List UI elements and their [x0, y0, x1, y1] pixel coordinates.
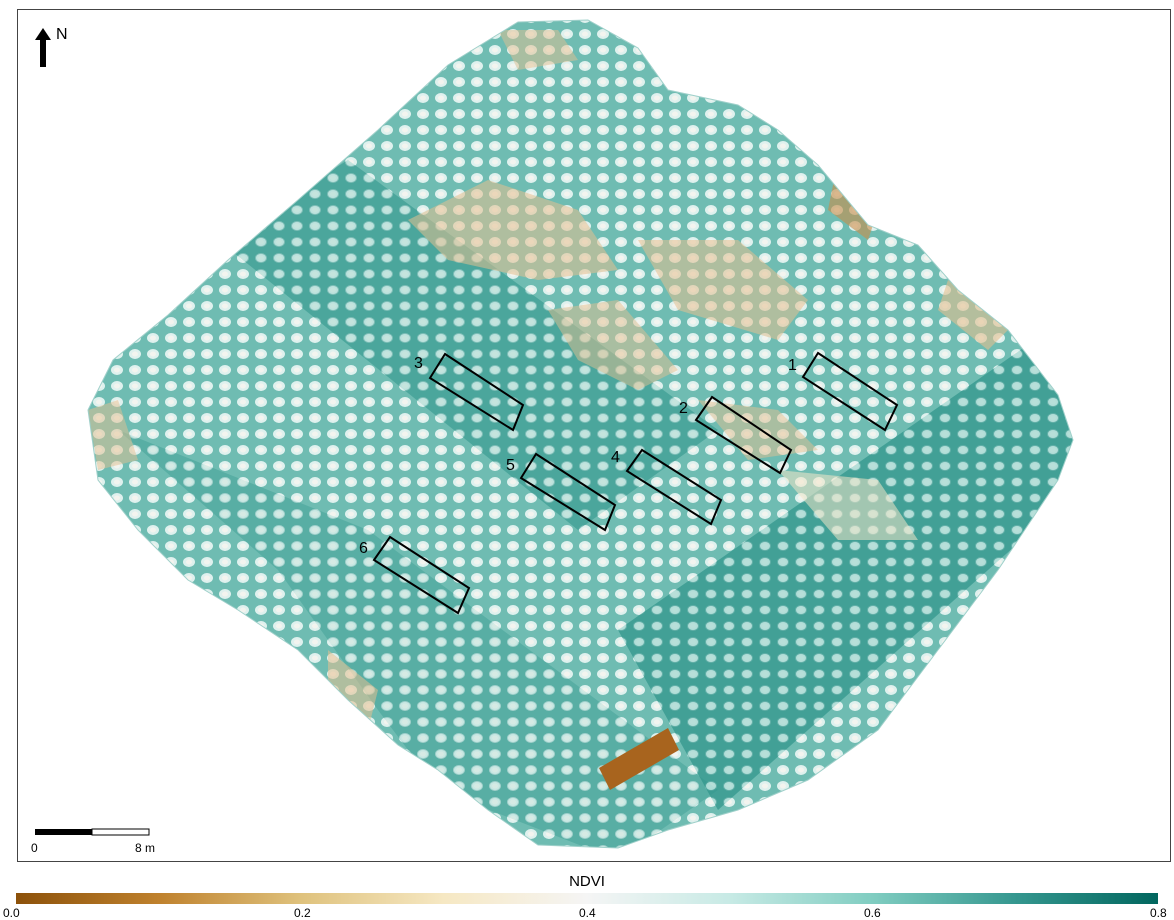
plot-4-box	[625, 448, 723, 526]
tan-patch	[88, 400, 138, 470]
legend-tick: 0.6	[864, 906, 881, 920]
plot-label-3: 3	[414, 355, 423, 372]
ndvi-map	[35, 19, 1074, 849]
tan-patch	[408, 180, 618, 280]
north-arrow-icon	[35, 28, 51, 67]
plot-label-5: 5	[506, 457, 515, 474]
legend-title: NDVI	[569, 873, 605, 890]
plot-6-box	[372, 535, 471, 615]
legend-tick: 0.4	[579, 906, 596, 920]
dark-band	[618, 310, 1073, 810]
tan-patch	[328, 650, 378, 730]
dark-band	[118, 430, 718, 848]
legend-tick: 0.0	[3, 906, 20, 920]
scale-end-label: 8 m	[135, 841, 156, 855]
plot-label-2: 2	[679, 400, 688, 417]
scale-start-label: 0	[31, 841, 38, 855]
tan-patch	[778, 470, 918, 540]
plot-label-1: 1	[788, 357, 797, 374]
north-label: N	[56, 26, 68, 43]
legend-colorbar	[16, 893, 1158, 904]
tan-patch	[498, 30, 578, 70]
plot-2-box	[694, 395, 793, 475]
legend-tick: 0.2	[294, 906, 311, 920]
plot-label-4: 4	[611, 449, 620, 466]
map-frame: N 1 2 3 4 5 6 0 8 m	[17, 9, 1171, 862]
plot-1-box	[801, 351, 899, 432]
tan-patch	[548, 300, 678, 390]
tan-patch	[938, 280, 1008, 350]
dark-band	[218, 160, 718, 530]
plot-label-6: 6	[359, 540, 368, 557]
plot-3-box	[428, 352, 525, 432]
scale-bar	[35, 828, 150, 836]
reference-strip	[599, 728, 679, 790]
field-outline	[87, 19, 1074, 849]
plot-5-box	[519, 452, 617, 532]
tan-patch	[698, 400, 818, 460]
tan-patch	[638, 240, 808, 340]
legend-tick: 0.8	[1150, 906, 1167, 920]
